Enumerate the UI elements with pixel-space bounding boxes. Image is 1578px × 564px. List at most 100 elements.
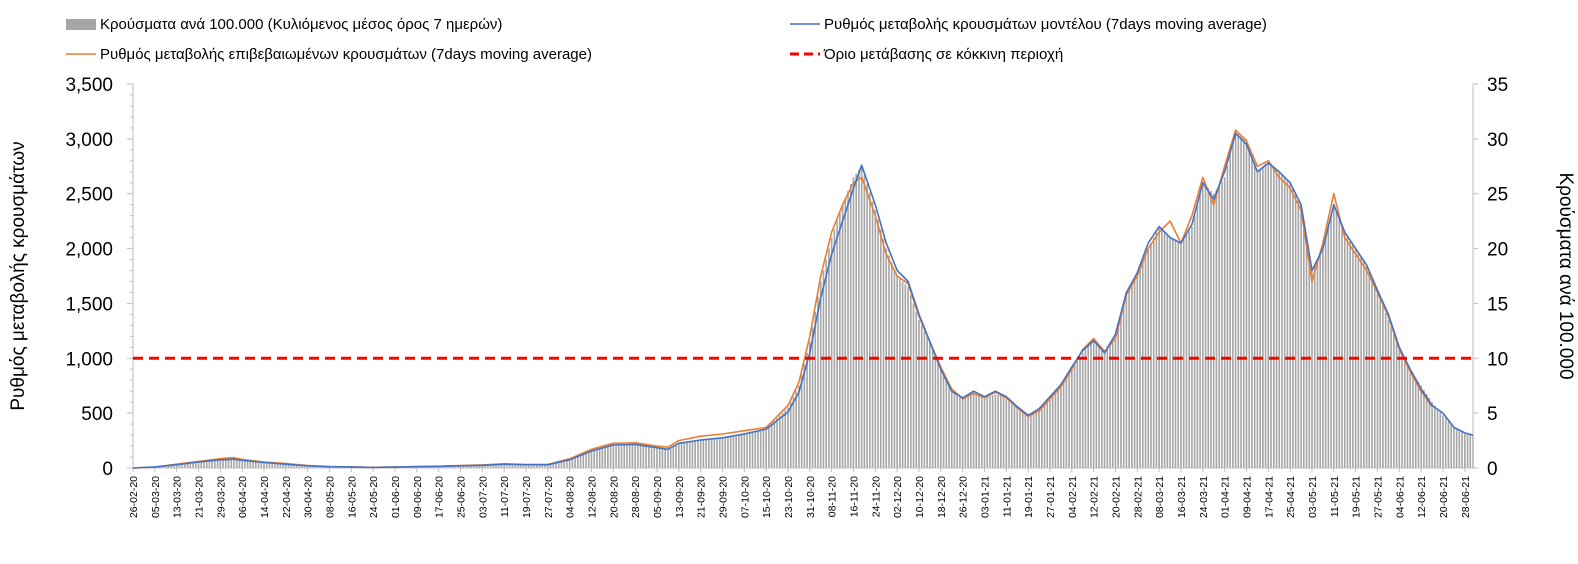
bar: [669, 447, 672, 468]
bar: [167, 465, 170, 468]
x-tick-label: 21-03-20: [194, 476, 206, 518]
bar: [849, 184, 852, 469]
bar: [544, 464, 546, 468]
x-tick-label: 20-02-21: [1111, 476, 1123, 518]
bar: [721, 437, 724, 468]
bar: [983, 397, 986, 468]
bar: [1240, 134, 1242, 468]
x-tick-label: 13-03-20: [172, 476, 184, 518]
bar: [241, 460, 243, 468]
x-tick-label: 09-06-20: [412, 476, 424, 518]
bar: [874, 210, 877, 469]
bar: [312, 466, 314, 468]
bar: [888, 255, 890, 468]
bar: [1384, 313, 1387, 468]
bar: [164, 466, 167, 468]
bar: [306, 465, 309, 468]
bar: [776, 418, 778, 468]
bar: [462, 465, 465, 468]
bar: [729, 435, 732, 468]
y-axis-right-title: Κρούσματα ανά 100.000: [1555, 172, 1576, 379]
bar: [454, 465, 456, 468]
bar: [1161, 229, 1163, 468]
bar: [590, 450, 593, 468]
bar: [1242, 136, 1245, 468]
bar: [1073, 365, 1076, 468]
bar: [1395, 340, 1398, 468]
bar: [675, 444, 677, 468]
bar: [904, 284, 907, 468]
bar: [503, 464, 505, 468]
bar: [1171, 238, 1174, 468]
bar: [173, 465, 175, 468]
bar: [459, 465, 462, 468]
bar: [1046, 402, 1049, 468]
bar: [975, 395, 978, 468]
bar: [822, 270, 825, 468]
bar: [486, 464, 489, 468]
bar: [451, 466, 454, 468]
bar: [1174, 240, 1177, 468]
bar: [1387, 319, 1390, 468]
y-left-tick-label: 1,000: [65, 349, 113, 370]
bar: [514, 464, 516, 468]
bar: [287, 464, 290, 468]
bar: [617, 444, 620, 468]
bar: [1185, 234, 1188, 468]
bar: [893, 269, 896, 468]
bar: [1453, 427, 1455, 468]
x-tick-label: 24-05-20: [368, 476, 380, 518]
bar: [926, 336, 928, 468]
bar: [1423, 389, 1425, 468]
series-line-model: [132, 132, 1474, 469]
bar: [860, 166, 863, 469]
bar: [789, 402, 792, 468]
bar: [1245, 138, 1248, 469]
y-left-tick-label: 500: [81, 404, 113, 425]
bar: [716, 437, 718, 468]
bar: [795, 391, 797, 468]
bar: [1406, 363, 1409, 468]
x-tick-label: 05-09-20: [652, 476, 664, 518]
bar: [478, 465, 481, 468]
bar: [819, 281, 822, 468]
bar: [658, 447, 661, 468]
x-tick-label: 28-06-21: [1460, 476, 1472, 518]
bar: [555, 462, 557, 468]
bar: [609, 445, 612, 468]
bar: [1442, 415, 1444, 468]
bar: [694, 440, 697, 468]
x-tick-label: 16-05-20: [346, 476, 358, 518]
bar: [320, 466, 323, 468]
bar: [1122, 303, 1125, 468]
bar: [759, 429, 762, 468]
x-tick-label: 17-06-20: [434, 476, 446, 518]
bar: [1223, 177, 1226, 468]
bar: [1182, 238, 1185, 468]
bar: [882, 238, 885, 468]
bar: [751, 431, 754, 468]
bar: [1469, 434, 1472, 468]
bar: [181, 464, 183, 468]
x-tick-label: 07-10-20: [739, 476, 751, 518]
x-tick-label: 08-11-20: [827, 476, 839, 517]
bar: [1439, 412, 1442, 468]
bar: [1084, 349, 1087, 468]
bar: [1259, 169, 1261, 468]
bar: [1267, 160, 1270, 469]
bar: [672, 446, 675, 468]
bar: [1327, 226, 1330, 468]
bar: [980, 396, 983, 468]
bar: [1133, 280, 1136, 468]
bar: [298, 465, 301, 468]
bar: [598, 448, 601, 468]
bar: [1202, 182, 1204, 469]
bar: [1193, 215, 1196, 468]
bar: [1019, 409, 1021, 468]
bar: [1032, 413, 1035, 468]
bar: [970, 395, 972, 468]
bar: [1333, 204, 1335, 468]
bar: [1420, 385, 1422, 468]
x-tick-label: 08-05-20: [325, 476, 337, 518]
bar: [200, 461, 203, 468]
